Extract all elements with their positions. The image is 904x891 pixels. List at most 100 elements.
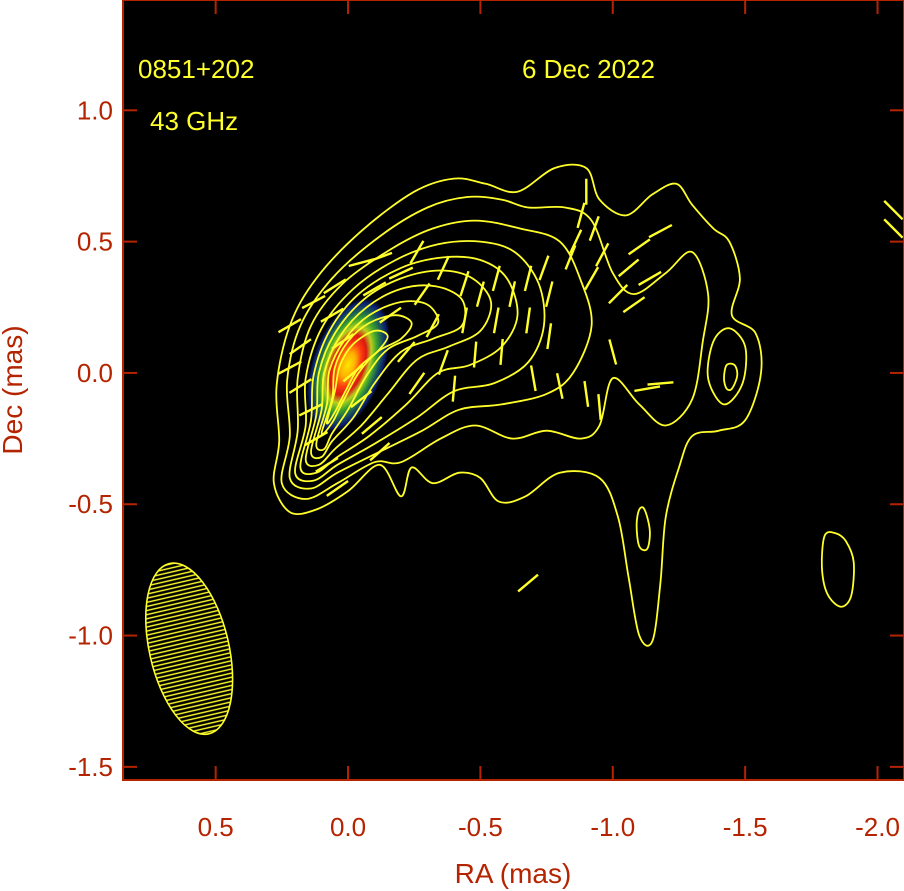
contour-island — [706, 327, 748, 406]
plot-area — [144, 163, 904, 736]
y-axis-title: Dec (mas) — [0, 325, 28, 454]
evpa-vector — [627, 238, 651, 256]
evpa-vector — [362, 281, 387, 297]
date-label: 6 Dec 2022 — [522, 54, 655, 84]
evpa-vector — [367, 251, 393, 263]
evpa-vector — [409, 240, 425, 265]
evpa-vector — [538, 255, 550, 281]
evpa-vector — [517, 573, 539, 593]
evpa-vector — [608, 339, 618, 365]
evpa-vector — [492, 307, 500, 334]
evpa-vector — [564, 244, 577, 270]
evpa-vector — [361, 416, 383, 435]
contour-level-4 — [294, 240, 546, 483]
evpa-vector — [408, 372, 426, 395]
x-tick-label: -2.0 — [855, 812, 900, 842]
x-tick-label: -1.0 — [590, 812, 635, 842]
evpa-vector — [555, 373, 564, 400]
evpa-vector — [546, 323, 553, 350]
evpa-vector — [569, 229, 583, 254]
evpa-vector — [323, 278, 347, 295]
evpa-vector — [288, 378, 313, 394]
evpa-vector — [608, 284, 629, 305]
evpa-vector — [525, 307, 532, 334]
evpa-vector — [544, 281, 554, 308]
beam-ellipse — [144, 562, 234, 736]
evpa-vector — [883, 218, 904, 239]
contour-level-10 — [325, 329, 389, 425]
evpa-vector — [425, 313, 440, 338]
y-tick-label: 0.0 — [77, 358, 113, 388]
evpa-vector — [634, 385, 661, 393]
evpa-vector — [459, 270, 470, 297]
evpa-vector — [396, 341, 416, 363]
evpa-vector — [529, 365, 537, 392]
plot-background — [123, 0, 904, 781]
evpa-vector — [331, 333, 355, 350]
frequency-label: 43 GHz — [150, 106, 238, 136]
evpa-vector — [315, 456, 339, 473]
evpa-vector — [413, 282, 431, 306]
evpa-vector — [576, 202, 586, 229]
evpa-vector — [883, 200, 904, 221]
contour-level-3 — [288, 219, 593, 490]
contour-lines — [272, 163, 855, 647]
evpa-vector — [461, 307, 468, 334]
source-label: 0851+202 — [138, 54, 254, 84]
x-tick-label: -0.5 — [458, 812, 503, 842]
evpa-vector — [637, 270, 662, 286]
evpa-vector — [350, 390, 373, 409]
evpa-vector — [289, 338, 312, 356]
evpa-vector — [342, 363, 365, 383]
evpa-vector — [583, 380, 590, 407]
y-tick-label: -0.5 — [68, 489, 113, 519]
evpa-vector — [388, 266, 414, 280]
evpa-vector — [436, 255, 450, 281]
evpa-vector — [491, 265, 501, 292]
contour-level-9 — [320, 314, 413, 436]
contour-island — [723, 362, 739, 392]
evpa-vector — [648, 223, 673, 239]
evpa-vector — [499, 338, 504, 366]
contour-island — [635, 506, 651, 552]
evpa-vector — [451, 375, 457, 402]
y-tick-label: -1.5 — [68, 752, 113, 782]
evpa-vector — [298, 402, 324, 417]
contour-level-5 — [299, 255, 519, 476]
evpa-vector — [508, 281, 517, 308]
evpa-vector — [320, 307, 345, 323]
x-axis-title: RA (mas) — [455, 858, 572, 889]
evpa-vector — [622, 296, 646, 314]
evpa-vector — [326, 480, 349, 497]
evpa-vector — [379, 306, 402, 324]
contour-island — [820, 531, 855, 608]
evpa-vector — [523, 265, 533, 292]
evpa-vector — [588, 215, 600, 242]
evpa-vector — [437, 349, 449, 376]
contour-level-8 — [315, 300, 440, 452]
evpa-vector — [595, 242, 610, 267]
contour-level-1 — [272, 163, 763, 647]
evpa-vector — [597, 393, 602, 421]
evpa-vector — [369, 442, 391, 462]
x-tick-label: -1.5 — [723, 812, 768, 842]
evpa-vectors — [277, 178, 904, 593]
evpa-vector — [472, 341, 478, 368]
plot-frame — [122, 0, 904, 781]
evpa-vector — [304, 431, 329, 447]
y-tick-label: 0.5 — [77, 227, 113, 257]
contour-level-2 — [280, 195, 710, 500]
axis-ticks: 0.5 0.0 -0.5 -1.0 -1.5 -2.0 1.0 0.5 0.0 -0.5 -1.0 -… — [68, 0, 904, 842]
evpa-vector — [584, 266, 600, 291]
y-tick-label: 1.0 — [77, 95, 113, 125]
x-tick-label: 0.5 — [198, 812, 234, 842]
contour-level-6 — [304, 269, 493, 468]
x-tick-label: 0.0 — [330, 812, 366, 842]
evpa-vector — [277, 318, 302, 334]
evpa-vector — [301, 294, 326, 310]
beam — [144, 562, 234, 736]
evpa-vector — [617, 258, 640, 278]
y-tick-label: -1.0 — [68, 621, 113, 651]
evpa-vector — [647, 381, 674, 386]
